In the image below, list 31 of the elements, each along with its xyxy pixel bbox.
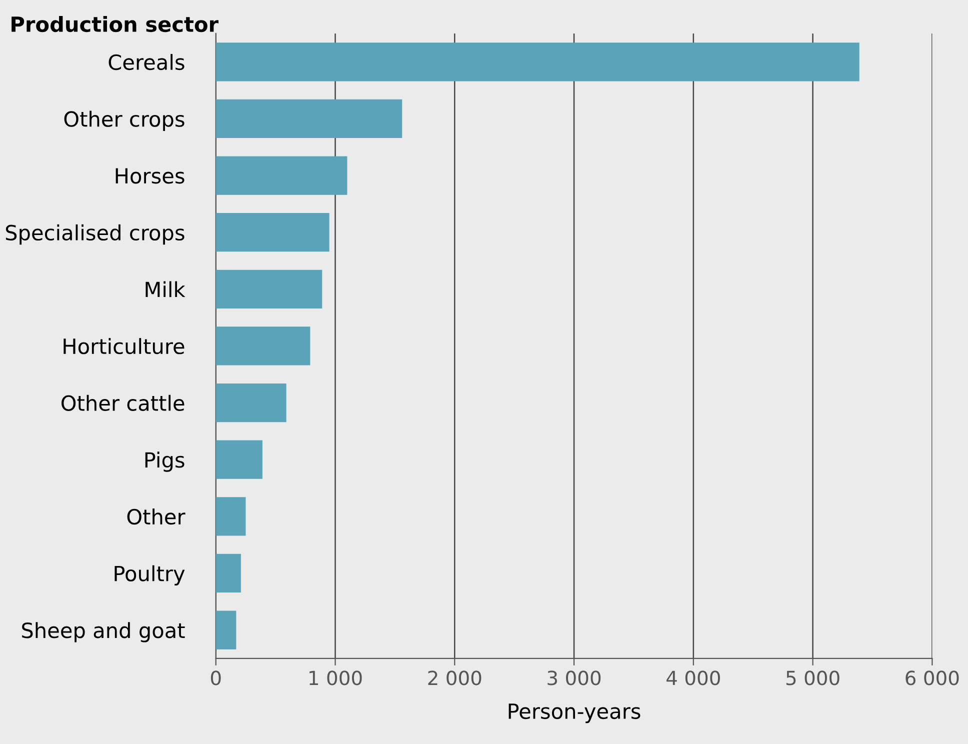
bar bbox=[216, 156, 348, 195]
bar bbox=[216, 213, 330, 252]
y-tick-label: Sheep and goat bbox=[22, 622, 185, 642]
bar bbox=[216, 270, 322, 308]
bar bbox=[216, 383, 286, 422]
y-tick-label: Other cattle bbox=[62, 394, 184, 411]
x-axis-title: Person-years bbox=[508, 704, 640, 724]
bar bbox=[216, 497, 246, 536]
x-tick-label: 2 000 bbox=[428, 670, 482, 686]
bar bbox=[216, 99, 402, 138]
bar bbox=[216, 42, 860, 82]
bar bbox=[216, 440, 262, 479]
x-tick-label: 0 bbox=[210, 670, 221, 686]
x-tick-label: 1 000 bbox=[310, 670, 362, 686]
x-tick-label: 6 000 bbox=[906, 670, 959, 686]
y-tick-label: Milk bbox=[146, 281, 186, 298]
bar bbox=[216, 554, 241, 593]
y-tick-label: Pigs bbox=[145, 452, 184, 472]
y-tick-label: Other crops bbox=[64, 110, 184, 131]
y-tick-label: Other bbox=[127, 508, 186, 525]
bar bbox=[216, 326, 310, 366]
x-tick-label: 3 000 bbox=[548, 670, 601, 686]
x-tick-label: 4 000 bbox=[666, 670, 720, 686]
y-tick-label: Specialised crops bbox=[6, 224, 184, 245]
y-tick-label: Poultry bbox=[114, 565, 185, 586]
y-tick-label: Horticulture bbox=[64, 338, 184, 354]
x-tick-label: 5 000 bbox=[786, 670, 840, 686]
y-tick-label: Cereals bbox=[108, 54, 184, 70]
bar bbox=[216, 610, 236, 650]
y-tick-label: Horses bbox=[116, 168, 184, 184]
y-axis-title: Production sector bbox=[12, 16, 218, 32]
